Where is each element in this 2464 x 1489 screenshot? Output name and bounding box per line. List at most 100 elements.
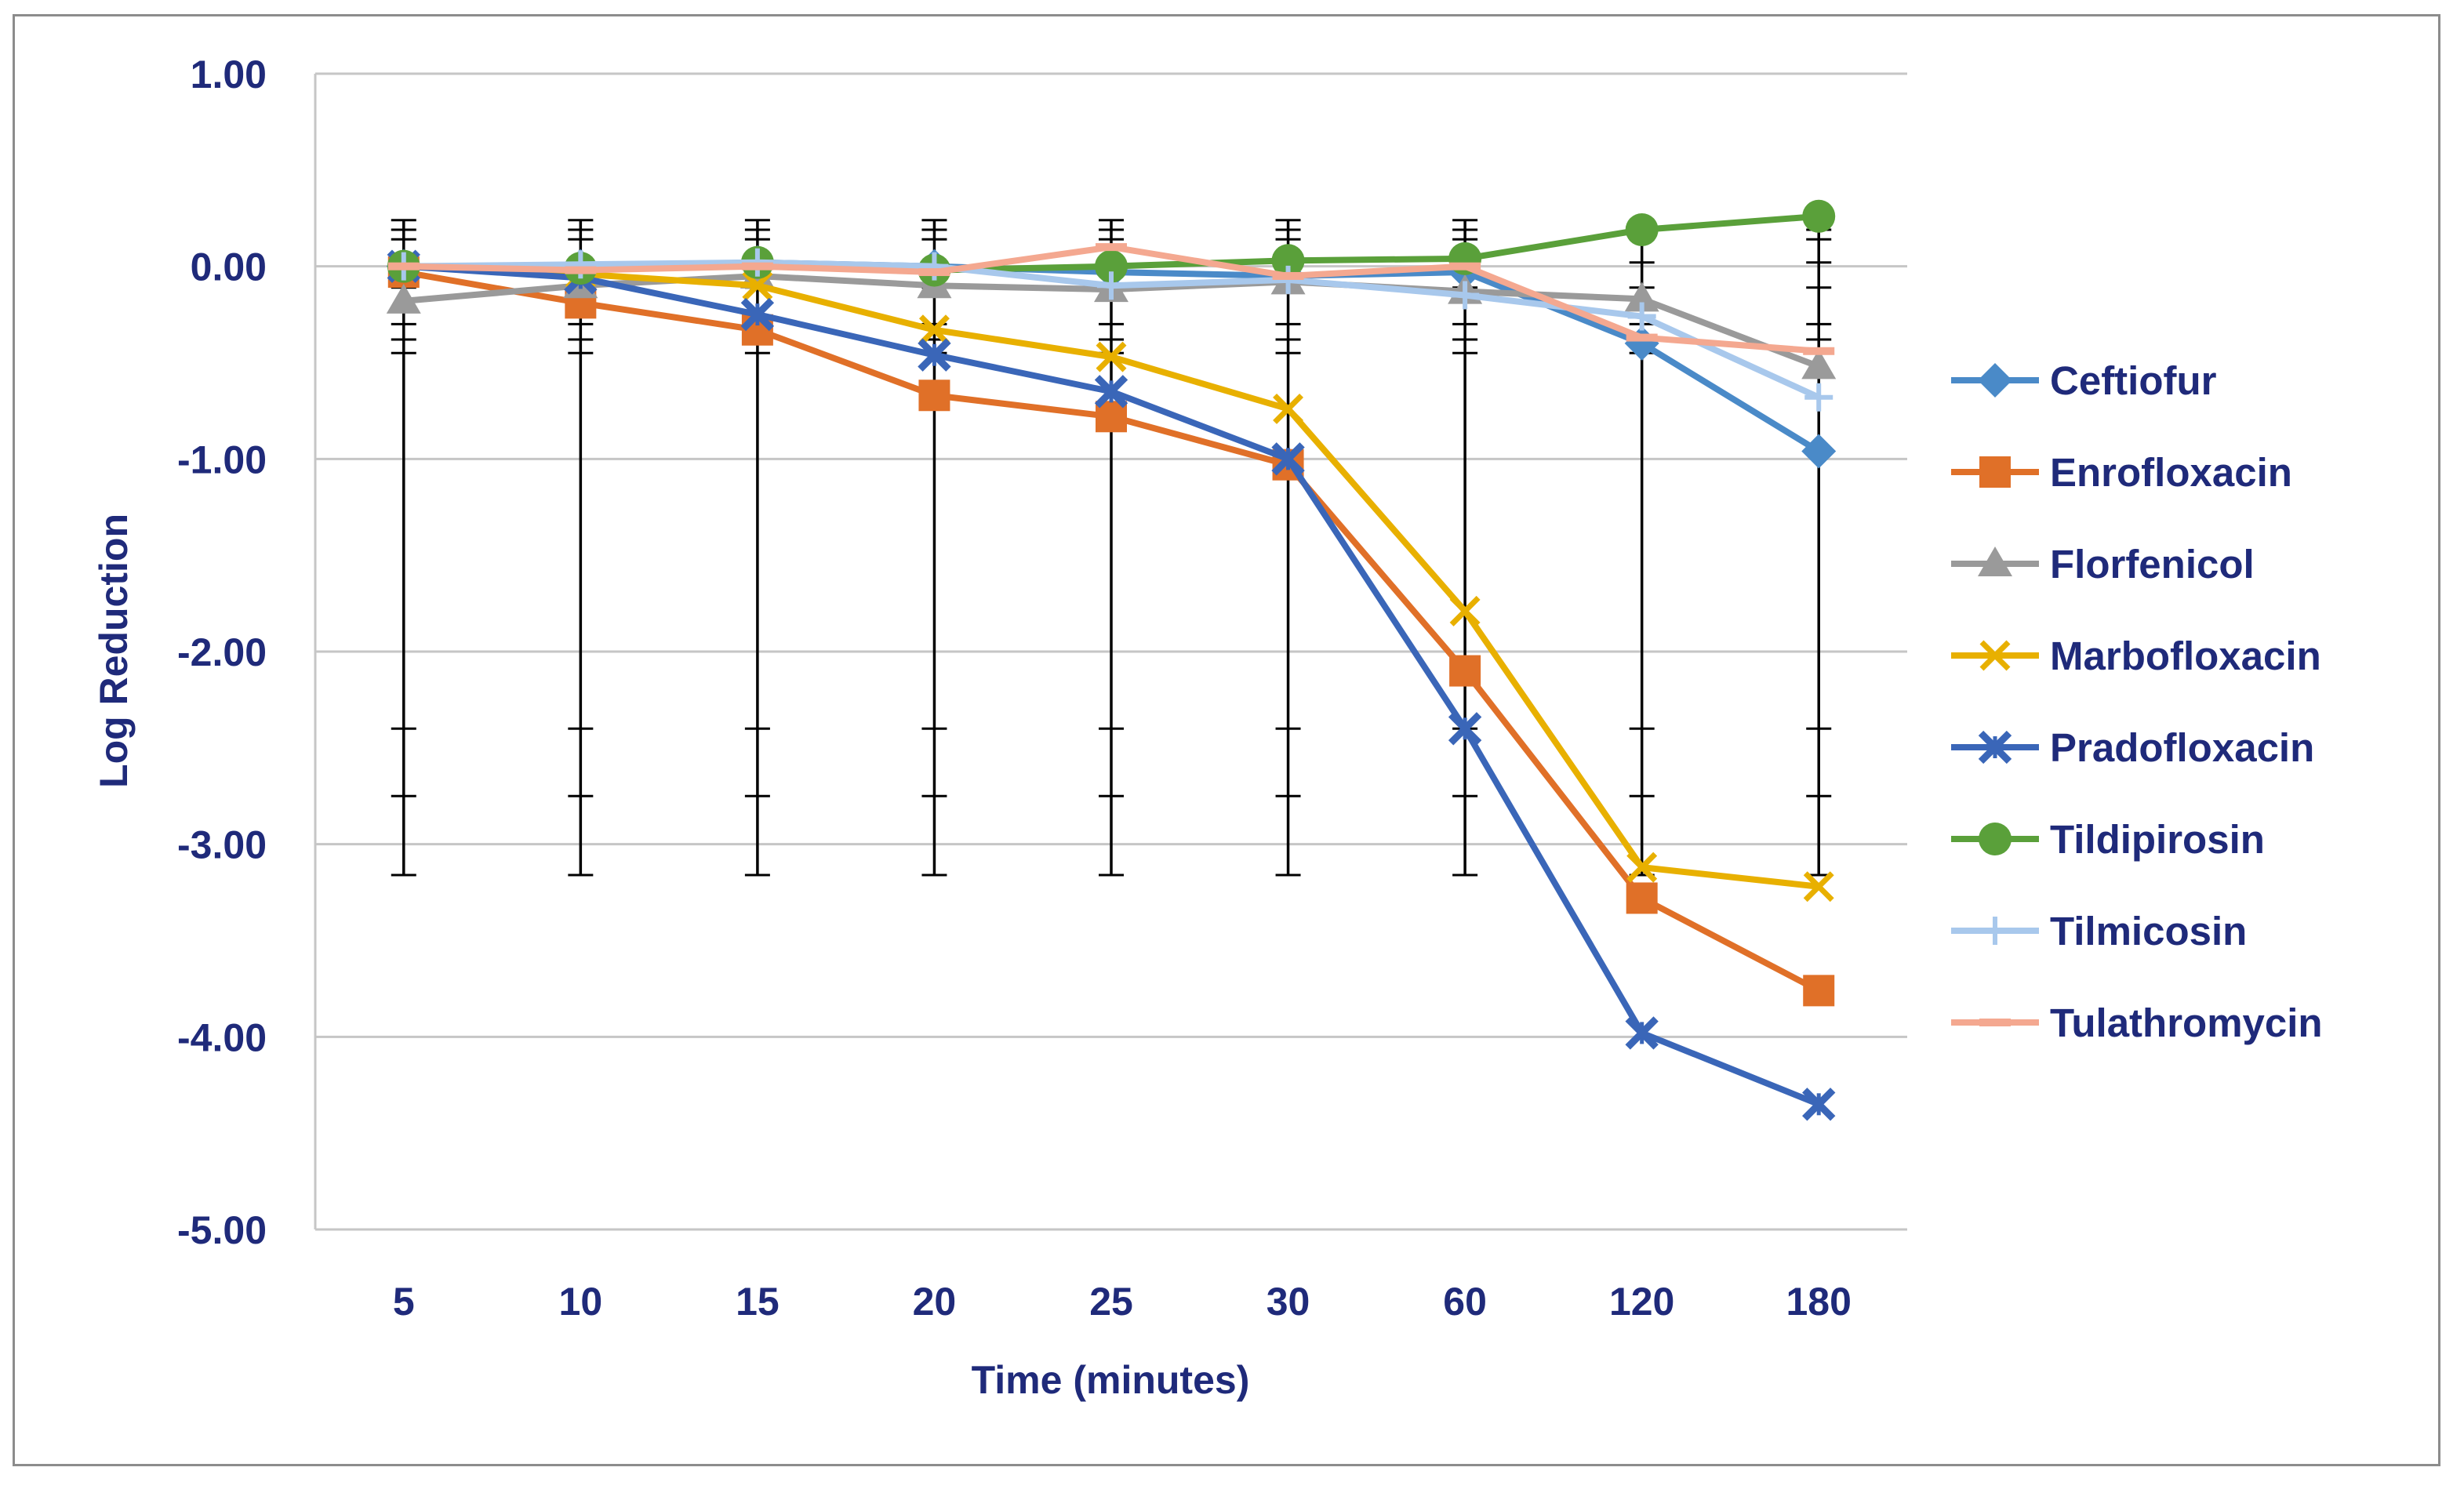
legend-label: Tulathromycin (2050, 1001, 2323, 1045)
marker-square (1979, 456, 2011, 488)
y-tick-label: 0.00 (191, 245, 267, 289)
legend-label: Tilmicosin (2050, 909, 2247, 953)
marker-dash (1979, 1019, 2011, 1026)
error-bars (391, 219, 1832, 877)
x-tick-label: 30 (1267, 1280, 1310, 1324)
marker-dash (918, 268, 950, 277)
error-bar (1806, 219, 1832, 877)
legend-item-marbofloxacin: Marbofloxacin (1951, 634, 2321, 678)
marker-x (1096, 341, 1127, 372)
marker-triangle (386, 283, 421, 314)
marker-x-stroke (742, 270, 773, 301)
marker-circle (1095, 249, 1128, 283)
marker-plus (1804, 383, 1833, 412)
legend-item-tilmicosin: Tilmicosin (1951, 909, 2247, 953)
y-tick-labels: 1.00 0.00 -1.00 -2.00 -3.00 -4.00 -5.00 (177, 53, 267, 1252)
marker-square (1449, 655, 1481, 687)
marker-dash (565, 266, 597, 274)
y-tick-label: 1.00 (191, 53, 267, 96)
marker-plus (1981, 917, 2009, 945)
x-tick-label: 60 (1443, 1280, 1487, 1324)
marker-star (1448, 712, 1482, 746)
marker-x-stroke (1979, 640, 2011, 671)
x-tick-label: 180 (1786, 1280, 1852, 1324)
marker-circle (1979, 823, 2012, 855)
marker-triangle (1978, 547, 2012, 576)
marker-x (1626, 852, 1658, 883)
marker-plus (1627, 302, 1656, 331)
x-tick-label: 15 (736, 1280, 780, 1324)
legend-item-enrofloxacin: Enrofloxacin (1951, 450, 2292, 495)
marker-square (1626, 882, 1658, 914)
marker-dash (1272, 271, 1304, 280)
marker-dash (1096, 243, 1127, 252)
marker-square (918, 380, 950, 412)
x-tick-label: 20 (913, 1280, 957, 1324)
error-bar (1275, 219, 1301, 877)
marker-x-stroke (1803, 871, 1834, 902)
marker-star (1802, 1088, 1836, 1121)
marker-dash (1449, 262, 1481, 271)
marker-circle (1625, 212, 1659, 246)
marker-x (1979, 640, 2011, 671)
marker-dash (387, 262, 420, 271)
marker-x-stroke (1626, 852, 1658, 883)
x-tick-labels: 5 10 15 20 25 30 60 120 180 (393, 1280, 1852, 1324)
y-tick-label: -5.00 (177, 1208, 267, 1252)
marker-dash (741, 262, 773, 271)
error-bar (1452, 219, 1478, 877)
legend-item-florfenicol: Florfenicol (1951, 542, 2255, 587)
marker-x-stroke (918, 314, 950, 346)
legend-item-ceftiofur: Ceftiofur (1951, 358, 2217, 403)
marker-plus (1097, 271, 1125, 300)
y-tick-label: -4.00 (177, 1015, 267, 1059)
marker-x (742, 270, 773, 301)
x-axis-title: Time (minutes) (972, 1358, 1250, 1402)
legend-item-tulathromycin: Tulathromycin (1951, 1001, 2323, 1045)
marker-x (1449, 595, 1481, 626)
series-lines (386, 199, 1837, 1121)
legend-label: Enrofloxacin (2050, 450, 2292, 495)
marker-x-stroke (1096, 341, 1127, 372)
marker-dash (1803, 347, 1835, 355)
error-bar (391, 219, 416, 877)
legend-label: Marbofloxacin (2050, 634, 2321, 678)
legend-item-tildipirosin: Tildipirosin (1951, 817, 2265, 862)
marker-circle (1802, 199, 1836, 233)
marker-diamond (1978, 363, 2012, 398)
y-tick-label: -1.00 (177, 438, 267, 481)
marker-triangle (1801, 349, 1837, 380)
marker-triangle (1624, 281, 1659, 312)
marker-x (1273, 393, 1304, 424)
x-tick-label: 25 (1089, 1280, 1133, 1324)
marker-star (1271, 442, 1305, 476)
x-tick-label: 5 (393, 1280, 415, 1324)
legend: Ceftiofur Enrofloxacin Florfenicol Marboflo… (1951, 358, 2323, 1045)
marker-plus (1451, 281, 1480, 310)
series-tulathromycin (387, 243, 1835, 355)
marker-x-stroke (1273, 393, 1304, 424)
marker-star (1978, 730, 2012, 764)
legend-label: Ceftiofur (2050, 358, 2217, 403)
marker-x (1803, 871, 1834, 902)
marker-square (1803, 975, 1835, 1007)
y-tick-label: -2.00 (177, 630, 267, 674)
legend-label: Tildipirosin (2050, 817, 2265, 862)
y-axis-title: Log Reduction (92, 514, 136, 788)
legend-label: Pradofloxacin (2050, 725, 2314, 770)
x-tick-label: 120 (1609, 1280, 1674, 1324)
marker-star (1625, 1016, 1659, 1050)
marker-circle (1271, 244, 1305, 278)
marker-diamond (1801, 434, 1837, 469)
x-tick-label: 10 (559, 1280, 603, 1324)
y-tick-label: -3.00 (177, 823, 267, 867)
legend-label: Florfenicol (2050, 542, 2255, 587)
marker-star (918, 338, 951, 372)
marker-star (740, 297, 775, 332)
marker-dash (1626, 333, 1658, 342)
marker-x (918, 314, 950, 346)
legend-item-pradofloxacin: Pradofloxacin (1951, 725, 2314, 770)
error-bar (1099, 219, 1124, 877)
marker-x-stroke (1449, 595, 1481, 626)
